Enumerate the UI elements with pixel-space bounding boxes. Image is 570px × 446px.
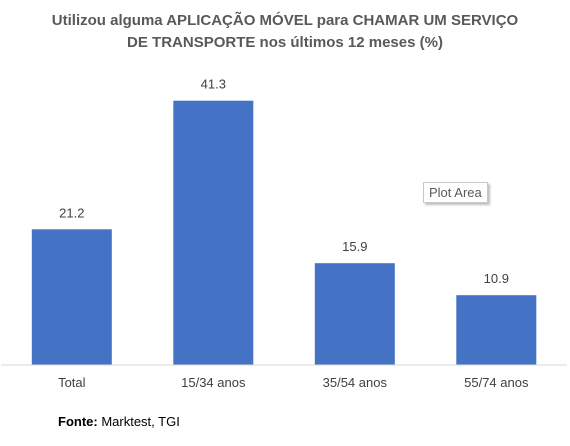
category-label-2: 35/54 anos — [323, 375, 388, 390]
bar-2[interactable] — [314, 263, 395, 365]
bar-group — [31, 100, 537, 365]
value-label-1: 41.3 — [201, 77, 226, 92]
plot-area-tooltip: Plot Area — [423, 182, 488, 203]
source-label: Fonte: — [58, 414, 98, 429]
value-label-0: 21.2 — [59, 205, 84, 220]
chart-title-line-2: DE TRANSPORTE nos últimos 12 meses (%) — [127, 34, 443, 51]
category-label-group: Total 15/34 anos 35/54 anos 55/74 anos — [58, 375, 529, 390]
bar-0[interactable] — [31, 229, 112, 365]
category-label-3: 55/74 anos — [464, 375, 529, 390]
value-label-3: 10.9 — [484, 271, 509, 286]
category-label-1: 15/34 anos — [181, 375, 246, 390]
source-text: Marktest, TGI — [97, 414, 180, 429]
chart-title: Utilizou alguma APLICAÇÃO MÓVEL para CHA… — [0, 10, 570, 54]
chart-title-line-1: Utilizou alguma APLICAÇÃO MÓVEL para CHA… — [51, 12, 519, 29]
source-note: Fonte: Marktest, TGI — [58, 414, 180, 429]
category-label-0: Total — [58, 375, 86, 390]
value-label-group: 21.2 41.3 15.9 10.9 — [59, 77, 509, 287]
bar-3[interactable] — [456, 295, 537, 365]
value-label-2: 15.9 — [342, 239, 367, 254]
bar-1[interactable] — [173, 100, 254, 365]
